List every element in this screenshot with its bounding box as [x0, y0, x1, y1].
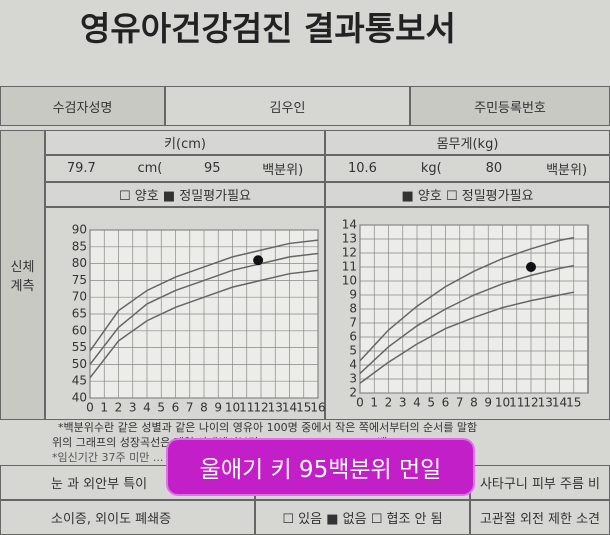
y-tick-label: 60	[72, 323, 87, 337]
y-tick-label: 50	[72, 357, 87, 371]
x-tick-label: 1	[370, 396, 378, 410]
height-check: ☐ 양호 ■ 정밀평가필요	[45, 182, 325, 207]
y-tick-label: 7	[349, 316, 357, 330]
y-tick-label: 5	[349, 344, 357, 358]
id-label: 주민등록번호	[410, 86, 610, 126]
percentile-label: 백분위)	[546, 163, 588, 178]
x-tick-label: 14	[282, 401, 297, 415]
y-tick-label: 70	[72, 290, 87, 304]
x-tick-label: 8	[200, 401, 208, 415]
y-tick-label: 6	[349, 330, 357, 344]
x-tick-label: 16	[310, 401, 325, 415]
section: 신체 계측	[0, 130, 45, 420]
height-value: 79.7	[66, 161, 96, 176]
unit: cm(	[137, 161, 163, 176]
name: 김우인	[165, 86, 410, 126]
y-tick-label: 85	[72, 239, 87, 253]
growth-curve	[89, 239, 319, 352]
x-tick-label: 0	[356, 396, 364, 410]
x-tick-label: 6	[442, 396, 450, 410]
x-tick-label: 10	[225, 401, 240, 415]
y-tick-label: 12	[342, 246, 357, 260]
x-tick-label: 7	[456, 396, 464, 410]
x-tick-label: 10	[495, 396, 510, 410]
x-tick-label: 12	[523, 396, 538, 410]
x-tick-label: 9	[214, 401, 222, 415]
y-tick-label: 3	[349, 372, 357, 386]
height-row: 79.7 cm( 95 백분위)	[45, 155, 325, 182]
height-chart-box	[45, 207, 325, 420]
x-tick-label: 2	[385, 396, 393, 410]
y-tick-label: 9	[349, 288, 357, 302]
y-tick-label: 2	[349, 386, 357, 400]
percentile-label: 백분위)	[262, 163, 304, 178]
growth-curve	[359, 291, 574, 384]
growth-curve	[89, 269, 319, 379]
name-label: 수검자성명	[0, 86, 165, 126]
x-tick-label: 0	[86, 401, 94, 415]
x-tick-label: 15	[566, 396, 581, 410]
y-tick-label: 75	[72, 273, 87, 287]
title: 영유아건강검진 결과통보서	[80, 9, 456, 48]
growth-curve	[359, 264, 574, 374]
x-tick-label: 4	[143, 401, 151, 415]
y-tick-label: 55	[72, 340, 87, 354]
y-tick-label: 45	[72, 374, 87, 388]
height-label: 키(cm)	[45, 130, 325, 155]
weight-row: 10.6 kg( 80 백분위)	[325, 155, 610, 182]
x-tick-label: 1	[100, 401, 108, 415]
x-tick-label: 12	[253, 401, 268, 415]
y-tick-label: 40	[72, 391, 87, 405]
percentile: 80	[485, 161, 503, 176]
y-tick-label: 90	[72, 223, 87, 237]
x-tick-label: 15	[296, 401, 311, 415]
weight-value: 10.6	[347, 161, 377, 176]
x-tick-label: 2	[115, 401, 123, 415]
x-tick-label: 13	[268, 401, 283, 415]
y-tick-label: 65	[72, 307, 87, 321]
x-tick-label: 5	[427, 396, 435, 410]
growth-curve	[359, 236, 574, 362]
child-point	[526, 262, 536, 272]
x-tick-label: 7	[186, 401, 194, 415]
note: *백분위수란 같은 성별과 같은 나이의 영유아 100명 중에서 작은 쪽에서…	[58, 421, 478, 434]
x-tick-label: 8	[470, 396, 478, 410]
x-tick-label: 6	[172, 401, 180, 415]
x-tick-label: 3	[129, 401, 137, 415]
growth-curve	[89, 252, 319, 365]
x-tick-label: 5	[157, 401, 165, 415]
x-tick-label: 13	[538, 396, 553, 410]
y-tick-label: 8	[349, 302, 357, 316]
x-tick-label: 9	[484, 396, 492, 410]
x-tick-label: 11	[509, 396, 524, 410]
child-point	[253, 255, 264, 266]
y-tick-label: 14	[342, 218, 357, 232]
sticker: 울애기 키 95백분위 먼일	[168, 440, 473, 494]
y-tick-label: 80	[72, 256, 87, 270]
x-tick-label: 3	[399, 396, 407, 410]
x-tick-label: 11	[239, 401, 254, 415]
x-tick-label: 4	[413, 396, 421, 410]
y-tick-label: 10	[342, 274, 357, 288]
x-tick-label: 14	[552, 396, 567, 410]
y-tick-label: 11	[342, 260, 357, 274]
y-tick-label: 13	[342, 232, 357, 246]
unit: kg(	[420, 161, 442, 176]
percentile: 95	[203, 161, 221, 176]
y-tick-label: 4	[349, 358, 357, 372]
